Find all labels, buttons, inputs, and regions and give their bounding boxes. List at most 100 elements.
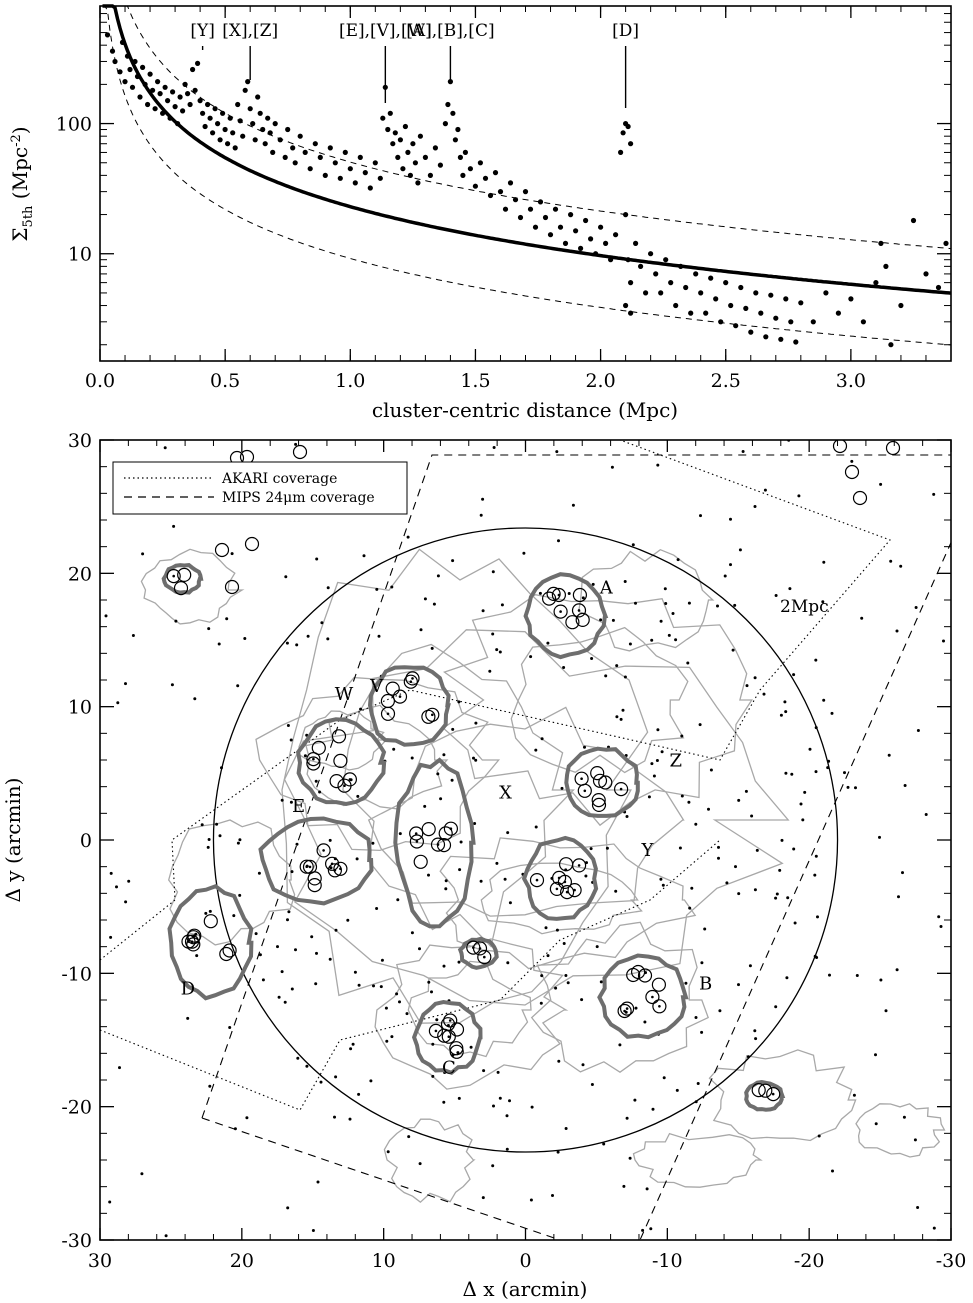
data-point [272,121,278,127]
member-center [339,867,342,871]
contour [510,626,689,774]
data-point [157,91,163,97]
member-galaxy [333,861,348,876]
galaxy-dot [830,711,834,715]
data-point [753,290,759,296]
data-point [197,98,203,104]
galaxy-dot [814,770,818,774]
member-galaxy [307,877,322,893]
member-galaxy [617,1003,632,1019]
galaxy-dot [290,870,294,874]
member-center [312,757,315,761]
galaxy-dot [442,1100,446,1104]
member-galaxy [405,671,420,686]
galaxy-dot [615,715,619,719]
galaxy-dot [843,771,846,775]
galaxy-dot [846,785,850,789]
galaxy-dot [557,539,560,543]
data-point [788,319,794,325]
galaxy-dot [258,953,262,957]
data-point [390,141,396,147]
galaxy-dot [377,634,381,638]
galaxy-dot [625,1116,629,1120]
data-point [467,166,473,172]
galaxy-dot [698,723,702,727]
galaxy-dot [741,450,745,453]
data-point [452,137,458,143]
x-tick-label: 2.5 [711,370,741,392]
data-point [873,280,879,286]
galaxy-dot [622,1184,626,1188]
galaxy-dot [655,759,659,762]
member-galaxy [337,778,352,793]
data-point [773,315,779,321]
galaxy-dot [349,1047,353,1051]
galaxy-dot [696,1082,700,1085]
data-point [255,94,261,100]
data-point [588,236,594,242]
galaxy-dot [649,1227,653,1231]
galaxy-dot [754,1037,758,1041]
galaxy-dot [546,954,550,958]
data-point [703,310,709,316]
y-tick-label: -20 [61,1097,92,1119]
data-point [793,339,799,345]
member-galaxy [244,536,260,552]
x-tick-label: 10 [372,1250,396,1272]
galaxy-dot [534,825,538,829]
sky-map-panel: 30 20 10 0 -10 -20 -30 30 20 10 0 -10 -20 -30 A B C D E V… [1,430,966,1301]
group-label: W [335,684,354,705]
galaxy-dot [206,845,210,849]
galaxy-dot [318,790,322,794]
member-galaxy [558,857,574,872]
galaxy-dot [109,871,113,875]
data-point [129,84,136,90]
galaxy-dot [634,601,637,605]
galaxy-dot [127,879,131,883]
data-point [347,166,353,172]
data-point [312,141,318,147]
galaxy-dot [451,727,455,731]
data-point [212,106,218,112]
galaxy-dot [386,1150,390,1154]
galaxy-dot [319,1080,323,1084]
galaxy-dot [522,551,526,555]
galaxy-dot [850,459,854,463]
galaxy-dot [458,868,462,872]
data-point [415,180,421,186]
galaxy-dot [700,1030,704,1034]
data-point [823,290,829,296]
contour [167,819,296,946]
galaxy-dot [813,873,817,877]
galaxy-dot [780,838,784,842]
galaxy-dot [580,998,584,1002]
galaxy-dot [261,978,265,982]
galaxy-dot [315,951,318,955]
galaxy-dot [236,841,240,845]
galaxy-dot [398,1000,401,1004]
member-center [651,995,654,999]
galaxy-dot [164,1234,168,1238]
galaxy-dot [916,1206,920,1209]
data-point [210,130,216,136]
galaxy-dot [913,1138,917,1142]
galaxy-dot [418,947,421,951]
galaxy-dot [560,786,564,790]
member-galaxy [443,821,458,836]
galaxy-dot [334,1075,338,1079]
member-galaxy [380,706,396,721]
data-point [673,302,679,309]
galaxy-dot [505,1147,509,1151]
x-tick-label: 2.0 [585,370,615,392]
member-center [625,1007,629,1010]
galaxy-dot [375,907,379,910]
galaxy-dot [614,889,618,893]
galaxy-dot [500,603,504,607]
member-center [535,878,539,882]
member-galaxy [186,930,201,945]
galaxy-dot [131,634,135,637]
galaxy-dot [661,883,665,887]
data-point [547,232,554,238]
data-point [557,224,564,230]
legend-box [112,461,408,515]
